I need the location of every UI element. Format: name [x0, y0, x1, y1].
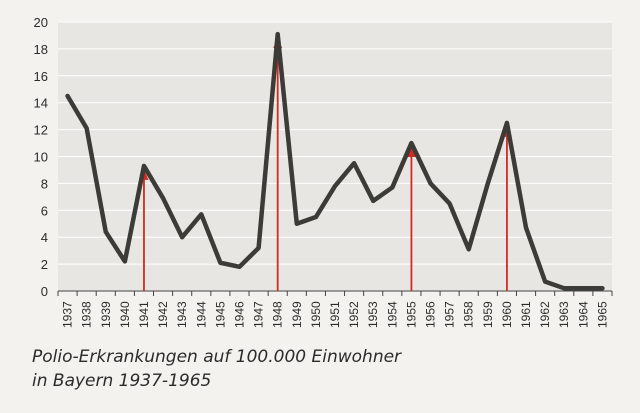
y-tick-label: 4: [41, 230, 48, 245]
series-line: [65, 31, 605, 291]
peak-arrow-head: [406, 146, 416, 158]
x-tick-label: 1950: [309, 301, 323, 328]
x-tick-label: 1937: [61, 301, 75, 328]
x-tick-label: 1960: [500, 301, 514, 328]
x-tick-label: 1955: [404, 301, 418, 328]
x-tick-label: 1949: [290, 301, 304, 328]
x-tick-label: 1948: [271, 301, 285, 328]
y-tick-label: 8: [41, 176, 48, 191]
x-tick-label: 1953: [366, 301, 380, 328]
x-tick-label: 1954: [385, 301, 399, 328]
x-tick-label: 1951: [328, 301, 342, 328]
caption-line-2: in Bayern 1937-1965: [32, 371, 212, 391]
x-tick-label: 1940: [118, 301, 132, 328]
x-tick-label: 1947: [252, 301, 266, 328]
y-tick-label: 18: [34, 42, 48, 57]
x-tick-label: 1958: [462, 301, 476, 328]
x-tick-label: 1943: [175, 301, 189, 328]
y-tick-label: 12: [34, 123, 48, 138]
caption-line-1: Polio-Erkrankungen auf 100.000 Einwohner: [32, 347, 402, 367]
x-tick-label: 1952: [347, 301, 361, 328]
x-tick-label: 1961: [519, 301, 533, 328]
x-tick-label: 1938: [80, 301, 94, 328]
x-tick-label: 1962: [538, 301, 552, 328]
x-tick-label: 1957: [443, 301, 457, 328]
y-tick-label: 6: [41, 203, 48, 218]
x-tick-label: 1956: [424, 301, 438, 328]
y-tick-label: 2: [41, 257, 48, 272]
x-tick-label: 1959: [481, 301, 495, 328]
x-tick-label: 1946: [232, 301, 246, 328]
y-tick-label: 10: [34, 150, 48, 165]
line-chart: 0 2 4 6 8 10 12 14 16 18 20 1937 1938 1939 1940 1941 194…: [34, 15, 613, 328]
x-tick-label: 1963: [557, 301, 571, 328]
x-tick-label: 1964: [576, 301, 590, 328]
x-tick-label: 1939: [99, 301, 113, 328]
x-tick-label: 1942: [156, 301, 170, 328]
y-tick-label: 14: [34, 96, 48, 111]
x-tick-label: 1965: [595, 301, 609, 328]
y-tick-label: 0: [41, 284, 48, 299]
y-tick-label: 20: [34, 15, 48, 30]
x-tick-label: 1944: [194, 301, 208, 328]
x-tick-label: 1945: [213, 301, 227, 328]
x-tick-label: 1941: [137, 301, 151, 328]
y-tick-label: 16: [34, 69, 48, 84]
